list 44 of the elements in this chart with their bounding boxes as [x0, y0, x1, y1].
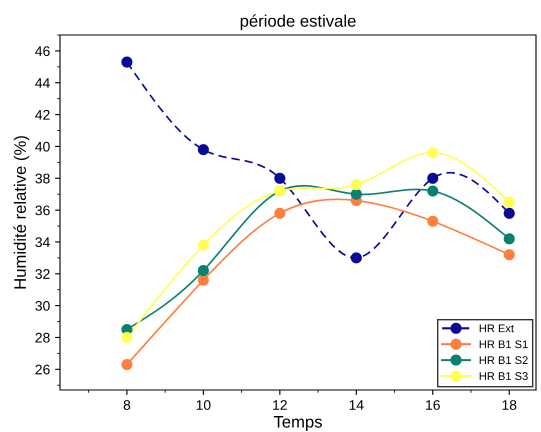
- point: [198, 265, 209, 276]
- point: [427, 172, 438, 184]
- x-axis-title: Temps: [274, 416, 322, 431]
- point: [121, 56, 132, 68]
- point: [427, 185, 438, 197]
- point: [274, 208, 286, 219]
- x-tick-label: 12: [273, 400, 287, 410]
- y-tick-label: 42: [35, 110, 50, 120]
- y-tick-label: 46: [35, 46, 50, 56]
- point: [427, 147, 438, 158]
- point: [121, 332, 132, 344]
- y-axis-title: Humidité relative (%): [14, 136, 30, 288]
- x-tick-label: 8: [124, 400, 130, 410]
- legend-label: HR Ext: [480, 324, 514, 332]
- y-tick-label: 38: [35, 174, 50, 184]
- point: [504, 233, 515, 244]
- y-tick-label: 26: [36, 364, 50, 374]
- chart-title: période estivale: [240, 14, 356, 30]
- y-tick-label: 34: [35, 237, 50, 248]
- point: [198, 144, 209, 156]
- x-tick-label: 14: [350, 400, 364, 410]
- point: [350, 252, 362, 264]
- legend-label: HR B1 S2: [480, 356, 528, 364]
- x-tick-label: 18: [502, 400, 516, 410]
- point: [427, 216, 438, 227]
- point: [504, 196, 515, 208]
- point: [121, 358, 132, 370]
- y-tick-label: 28: [36, 332, 50, 343]
- point: [504, 208, 515, 219]
- y-tick-label: 32: [35, 269, 50, 279]
- point: [504, 249, 515, 260]
- point: [198, 240, 209, 251]
- y-tick-label: 40: [35, 142, 50, 152]
- x-tick-label: 10: [196, 400, 211, 410]
- y-tick-label: 36: [35, 205, 50, 216]
- point: [350, 179, 362, 190]
- y-tick-label: 44: [35, 78, 50, 88]
- legend-label: HR B1 S1: [480, 340, 528, 348]
- legend-label: HR B1 S3: [480, 372, 528, 380]
- x-tick-label: 16: [426, 400, 440, 410]
- point: [274, 172, 286, 184]
- y-tick-label: 30: [35, 300, 50, 311]
- point: [198, 274, 209, 286]
- point: [350, 188, 362, 200]
